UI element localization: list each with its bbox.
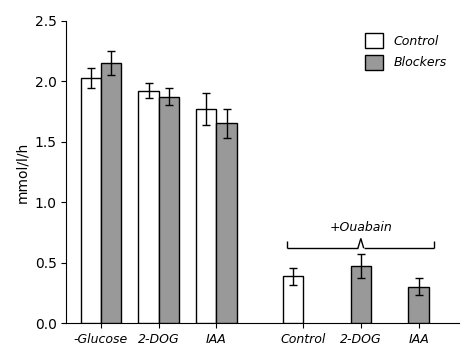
Text: +Ouabain: +Ouabain <box>329 221 392 234</box>
Bar <box>409 287 428 323</box>
Bar <box>196 109 217 323</box>
Bar <box>351 266 371 323</box>
Bar <box>81 78 101 323</box>
Bar <box>101 63 121 323</box>
Bar <box>138 91 159 323</box>
Bar <box>159 97 179 323</box>
Bar <box>217 123 237 323</box>
Legend: Control, Blockers: Control, Blockers <box>358 27 453 76</box>
Bar <box>283 276 303 323</box>
Y-axis label: mmol/l/h: mmol/l/h <box>15 141 29 203</box>
